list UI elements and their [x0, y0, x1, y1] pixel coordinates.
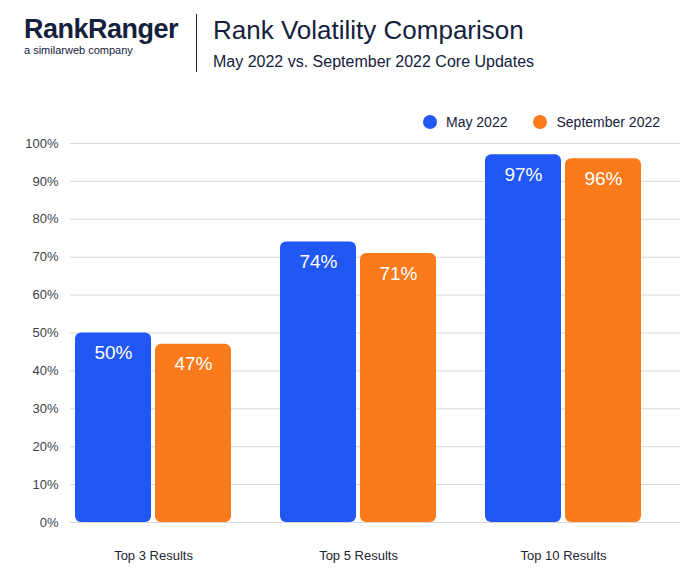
- html-text:May 2022 vs. September 2022 Co: May 2022 vs. September 2022 Core Updates: [213, 53, 535, 70]
- svg-text:Top 3 Results: Top 3 Results: [114, 548, 193, 563]
- svg-text:10%: 10%: [32, 477, 58, 492]
- svg-text:71%: 71%: [379, 262, 417, 283]
- svg-text:74%: 74%: [299, 251, 337, 272]
- html-text:May 2022: May 2022: [446, 114, 508, 130]
- svg-text:70%: 70%: [32, 249, 58, 264]
- svg-text:20%: 20%: [32, 439, 58, 454]
- svg-text:100%: 100%: [25, 136, 59, 151]
- svg-text:96%: 96%: [584, 168, 622, 189]
- svg-text:97%: 97%: [504, 164, 542, 185]
- svg-text:0%: 0%: [40, 515, 59, 530]
- svg-text:40%: 40%: [32, 363, 58, 378]
- html-text:a similarweb company: a similarweb company: [24, 44, 133, 56]
- svg-text:Top 5 Results: Top 5 Results: [319, 548, 398, 563]
- svg-text:50%: 50%: [32, 325, 58, 340]
- svg-text:90%: 90%: [32, 174, 58, 189]
- svg-text:30%: 30%: [32, 401, 58, 416]
- svg-text:60%: 60%: [32, 287, 58, 302]
- html-text:September 2022: September 2022: [556, 114, 660, 130]
- html-text:Rank Volatility Comparison: Rank Volatility Comparison: [213, 15, 524, 45]
- html-text:RankRanger: RankRanger: [24, 14, 178, 44]
- svg-text:50%: 50%: [94, 342, 132, 363]
- svg-text:80%: 80%: [32, 211, 58, 226]
- svg-text:Top 10 Results: Top 10 Results: [521, 548, 607, 563]
- svg-text:47%: 47%: [174, 353, 212, 374]
